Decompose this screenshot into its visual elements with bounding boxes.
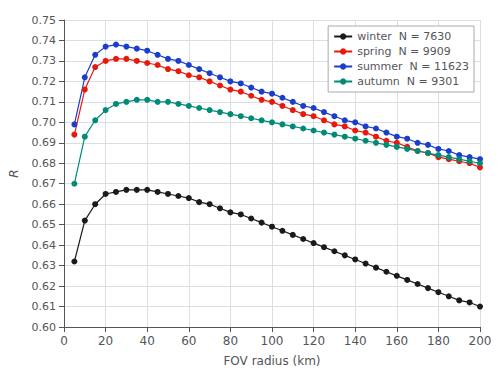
- svg-text:0.61: 0.61: [32, 300, 57, 313]
- svg-text:0.63: 0.63: [32, 259, 57, 272]
- svg-text:160: 160: [385, 334, 408, 348]
- svg-text:autumn N = 9301: autumn N = 9301: [357, 75, 459, 88]
- svg-text:40: 40: [140, 334, 155, 348]
- svg-text:140: 140: [344, 334, 367, 348]
- svg-text:0.68: 0.68: [32, 157, 57, 170]
- svg-text:100: 100: [261, 334, 284, 348]
- svg-text:0.73: 0.73: [32, 54, 57, 67]
- svg-text:0.66: 0.66: [32, 198, 57, 211]
- svg-text:summer N = 11623: summer N = 11623: [357, 60, 469, 73]
- svg-text:0: 0: [60, 334, 68, 348]
- svg-text:0.71: 0.71: [32, 95, 57, 108]
- svg-text:0.67: 0.67: [32, 177, 57, 190]
- svg-text:FOV radius (km): FOV radius (km): [223, 354, 320, 368]
- svg-text:0.62: 0.62: [32, 280, 57, 293]
- svg-text:120: 120: [302, 334, 325, 348]
- svg-text:spring N = 9909: spring N = 9909: [357, 45, 451, 58]
- svg-text:200: 200: [469, 334, 492, 348]
- svg-text:0.74: 0.74: [32, 34, 57, 47]
- svg-text:0.69: 0.69: [32, 136, 57, 149]
- svg-text:0.65: 0.65: [32, 218, 57, 231]
- svg-text:0.72: 0.72: [32, 75, 57, 88]
- svg-text:0.70: 0.70: [32, 116, 57, 129]
- svg-text:R: R: [7, 169, 21, 177]
- svg-text:0.75: 0.75: [32, 14, 57, 27]
- svg-text:winter N = 7630: winter N = 7630: [357, 30, 451, 43]
- svg-text:80: 80: [223, 334, 238, 348]
- svg-text:0.60: 0.60: [32, 321, 57, 334]
- svg-text:180: 180: [427, 334, 450, 348]
- svg-text:20: 20: [98, 334, 113, 348]
- svg-text:0.64: 0.64: [32, 239, 57, 252]
- svg-text:60: 60: [181, 334, 196, 348]
